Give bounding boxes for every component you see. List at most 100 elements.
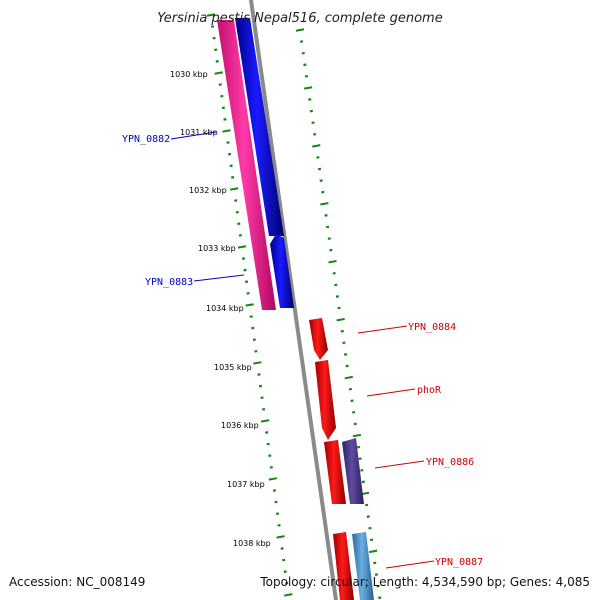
tick-label: 1037 kbp [227,480,265,489]
tick-mark-plus [321,190,325,194]
tick-mark-minus [260,419,270,423]
tick-mark-plus [361,480,366,484]
tick-mark-minus [265,431,269,434]
tick-mark-plus [313,132,317,136]
tick-mark-minus [252,338,256,342]
tick-mark-minus [282,558,286,562]
gene-label-ypn-0884[interactable]: YPN_0884 [408,322,456,333]
gene-label-ypn-0883[interactable]: YPN_0883 [145,277,193,288]
tick-mark-minus [258,384,263,388]
tick-rings [206,13,382,600]
tick-mark-plus [334,283,338,287]
tick-mark-minus [243,268,247,272]
gene-arrow-ypn-0883[interactable] [270,234,294,308]
tick-mark-plus [316,156,320,159]
tick-label: 1034 kbp [206,304,244,313]
tick-mark-plus [300,40,304,43]
tick-label: 1032 kbp [189,186,227,195]
gene-label-ypn-0886[interactable]: YPN_0886 [426,457,474,468]
tick-mark-minus [251,326,255,330]
tick-label: 1033 kbp [198,244,236,253]
tick-mark-minus [272,489,276,492]
tick-mark-plus [332,271,336,275]
tick-label: 1031 kbp [180,128,218,137]
tick-mark-plus [336,317,345,322]
tick-mark-minus [212,36,216,40]
tick-mark-minus [229,164,233,168]
tick-mark-minus [210,25,215,28]
tick-mark-minus [222,129,231,133]
leader-line [385,560,435,569]
gene-label-phoR[interactable]: phoR [417,385,442,396]
tick-label: 1030 kbp [170,70,208,79]
tick-mark-minus [260,396,264,400]
tick-mark-minus [227,152,232,156]
tick-mark-minus [244,280,249,284]
tick-mark-minus [254,349,258,353]
gene-arrow-ypn-0887[interactable] [333,532,354,600]
gene-label-ypn-0882[interactable]: YPN_0882 [122,134,170,145]
tick-mark-plus [320,202,329,206]
tick-mark-plus [335,295,339,298]
tick-mark-plus [304,75,309,78]
tick-mark-plus [343,353,348,356]
tick-mark-plus [365,503,369,507]
tick-mark-plus [303,86,313,90]
tick-mark-minus [246,292,250,295]
tick-mark-minus [261,407,266,411]
tick-mark-plus [308,98,312,101]
tick-mark-minus [284,593,293,597]
pink-feature-arrow[interactable] [217,20,276,310]
tick-mark-plus [356,445,361,449]
gene-arrow-ypn-0882[interactable] [235,18,284,236]
tick-mark-plus [340,329,344,333]
tick-mark-plus [319,179,323,182]
tick-mark-minus [268,477,278,481]
tick-mark-minus [277,523,281,527]
map-title: Yersinia pestis Nepal516, complete genom… [157,11,442,26]
tick-labels: 1030 kbp 1031 kbp 1032 kbp 1033 kbp 1034… [170,70,271,548]
lightblue-feature-arrow[interactable] [352,532,374,600]
tick-mark-plus [352,433,362,438]
tick-mark-minus [234,199,238,202]
tick-mark-plus [326,225,330,229]
tick-mark-plus [353,422,357,426]
tick-mark-plus [328,260,337,264]
tick-mark-plus [352,411,356,414]
tick-mark-minus [238,234,242,237]
tick-mark-plus [373,561,377,565]
tick-mark-minus [221,106,225,110]
tick-mark-plus [348,387,353,391]
tick-label: 1036 kbp [221,421,259,430]
purple-feature-arrow[interactable] [342,438,364,504]
tick-mark-plus [327,237,331,240]
tick-mark-minus [220,94,224,98]
tick-mark-minus [218,83,222,86]
tick-mark-minus [214,71,223,75]
tick-mark-plus [378,596,382,600]
tick-mark-minus [283,570,287,574]
tick-mark-plus [360,468,364,472]
tick-mark-plus [312,144,321,148]
tick-mark-plus [368,526,372,530]
tick-mark-minus [253,361,262,365]
tick-mark-minus [257,373,261,376]
tick-mark-minus [276,535,285,539]
gene-arrow-phoR[interactable] [315,360,336,440]
tick-mark-plus [350,399,354,403]
tick-mark-plus [344,375,353,380]
tick-mark-minus [249,315,253,318]
tick-mark-plus [295,28,305,32]
tick-mark-minus [280,547,284,550]
gene-arrow-ypn-0884[interactable] [309,318,328,360]
tick-mark-plus [324,214,328,217]
tick-mark-plus [369,538,374,542]
gene-label-ypn-0887[interactable]: YPN_0887 [435,557,483,568]
tick-mark-plus [374,573,379,576]
leader-line [170,131,217,140]
gene-arrow-ypn-0886[interactable] [324,440,346,504]
gene-labels: YPN_0882 YPN_0883 YPN_0884 phoR YPN_0886… [122,131,483,569]
tick-mark-plus [309,109,313,113]
tick-mark-plus [317,167,322,171]
leader-line [374,460,425,469]
